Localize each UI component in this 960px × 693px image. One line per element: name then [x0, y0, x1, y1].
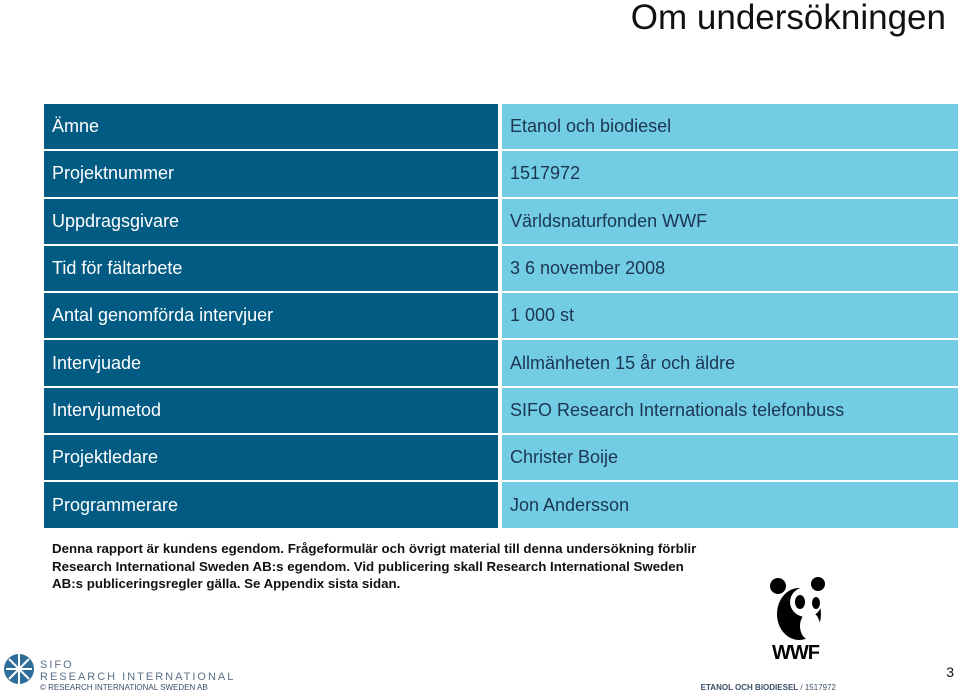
info-table: Ämne Etanol och biodiesel Projektnummer 151…: [44, 104, 958, 530]
wwf-text: WWF: [772, 642, 820, 664]
row-value: Världsnaturfonden WWF: [502, 198, 958, 244]
table-row: Projektledare Christer Boije: [44, 435, 958, 481]
table-row: Uppdragsgivare Världsnaturfonden WWF: [44, 198, 958, 244]
table-row: Tid för fältarbete 3 6 november 2008: [44, 245, 958, 292]
sifo-icon: [4, 654, 34, 684]
row-value: Allmänheten 15 år och äldre: [502, 340, 958, 386]
row-label: Tid för fältarbete: [44, 245, 498, 292]
row-value: 1 000 st: [502, 293, 958, 339]
copyright: © RESEARCH INTERNATIONAL SWEDEN AB: [40, 683, 208, 692]
row-label: Programmerare: [44, 482, 498, 528]
row-value: 3 6 november 2008: [502, 245, 958, 292]
title: Om undersökningen: [630, 0, 946, 37]
footer-ref: ETANOL OCH BIODIESEL / 1517972: [701, 683, 836, 692]
row-value: Jon Andersson: [502, 482, 958, 528]
row-value: Christer Boije: [502, 435, 958, 481]
footer-report: ETANOL OCH BIODIESEL: [700, 683, 799, 692]
logo-line2: RESEARCH INTERNATIONAL: [40, 671, 236, 683]
page-number: 3: [946, 664, 954, 680]
row-value: Etanol och biodiesel: [502, 104, 958, 150]
row-value: 1517972: [502, 151, 958, 197]
row-label: Antal genomförda intervjuer: [44, 293, 498, 339]
row-value: SIFO Research Internationals telefonbuss: [502, 387, 958, 434]
row-label: Ämne: [44, 104, 498, 150]
row-label: Intervjumetod: [44, 387, 498, 434]
table-row: Projektnummer 1517972: [44, 151, 958, 197]
table-row: Intervjuade Allmänheten 15 år och äldre: [44, 340, 958, 386]
table-row: Intervjumetod SIFO Research International…: [44, 387, 958, 434]
row-label: Uppdragsgivare: [44, 198, 498, 244]
table-row: Programmerare Jon Andersson: [44, 482, 958, 528]
table-row: Antal genomförda intervjuer 1 000 st: [44, 293, 958, 339]
logo-line1: SIFO: [40, 659, 74, 671]
footer-number: / 1517972: [800, 683, 836, 692]
row-label: Intervjuade: [44, 340, 498, 386]
panda-logo: [770, 577, 825, 640]
disclaimer: Denna rapport är kundens egendom. Frågef…: [52, 541, 697, 591]
row-label: Projektnummer: [44, 151, 498, 197]
row-label: Projektledare: [44, 435, 498, 481]
table-row: Ämne Etanol och biodiesel: [44, 104, 958, 150]
